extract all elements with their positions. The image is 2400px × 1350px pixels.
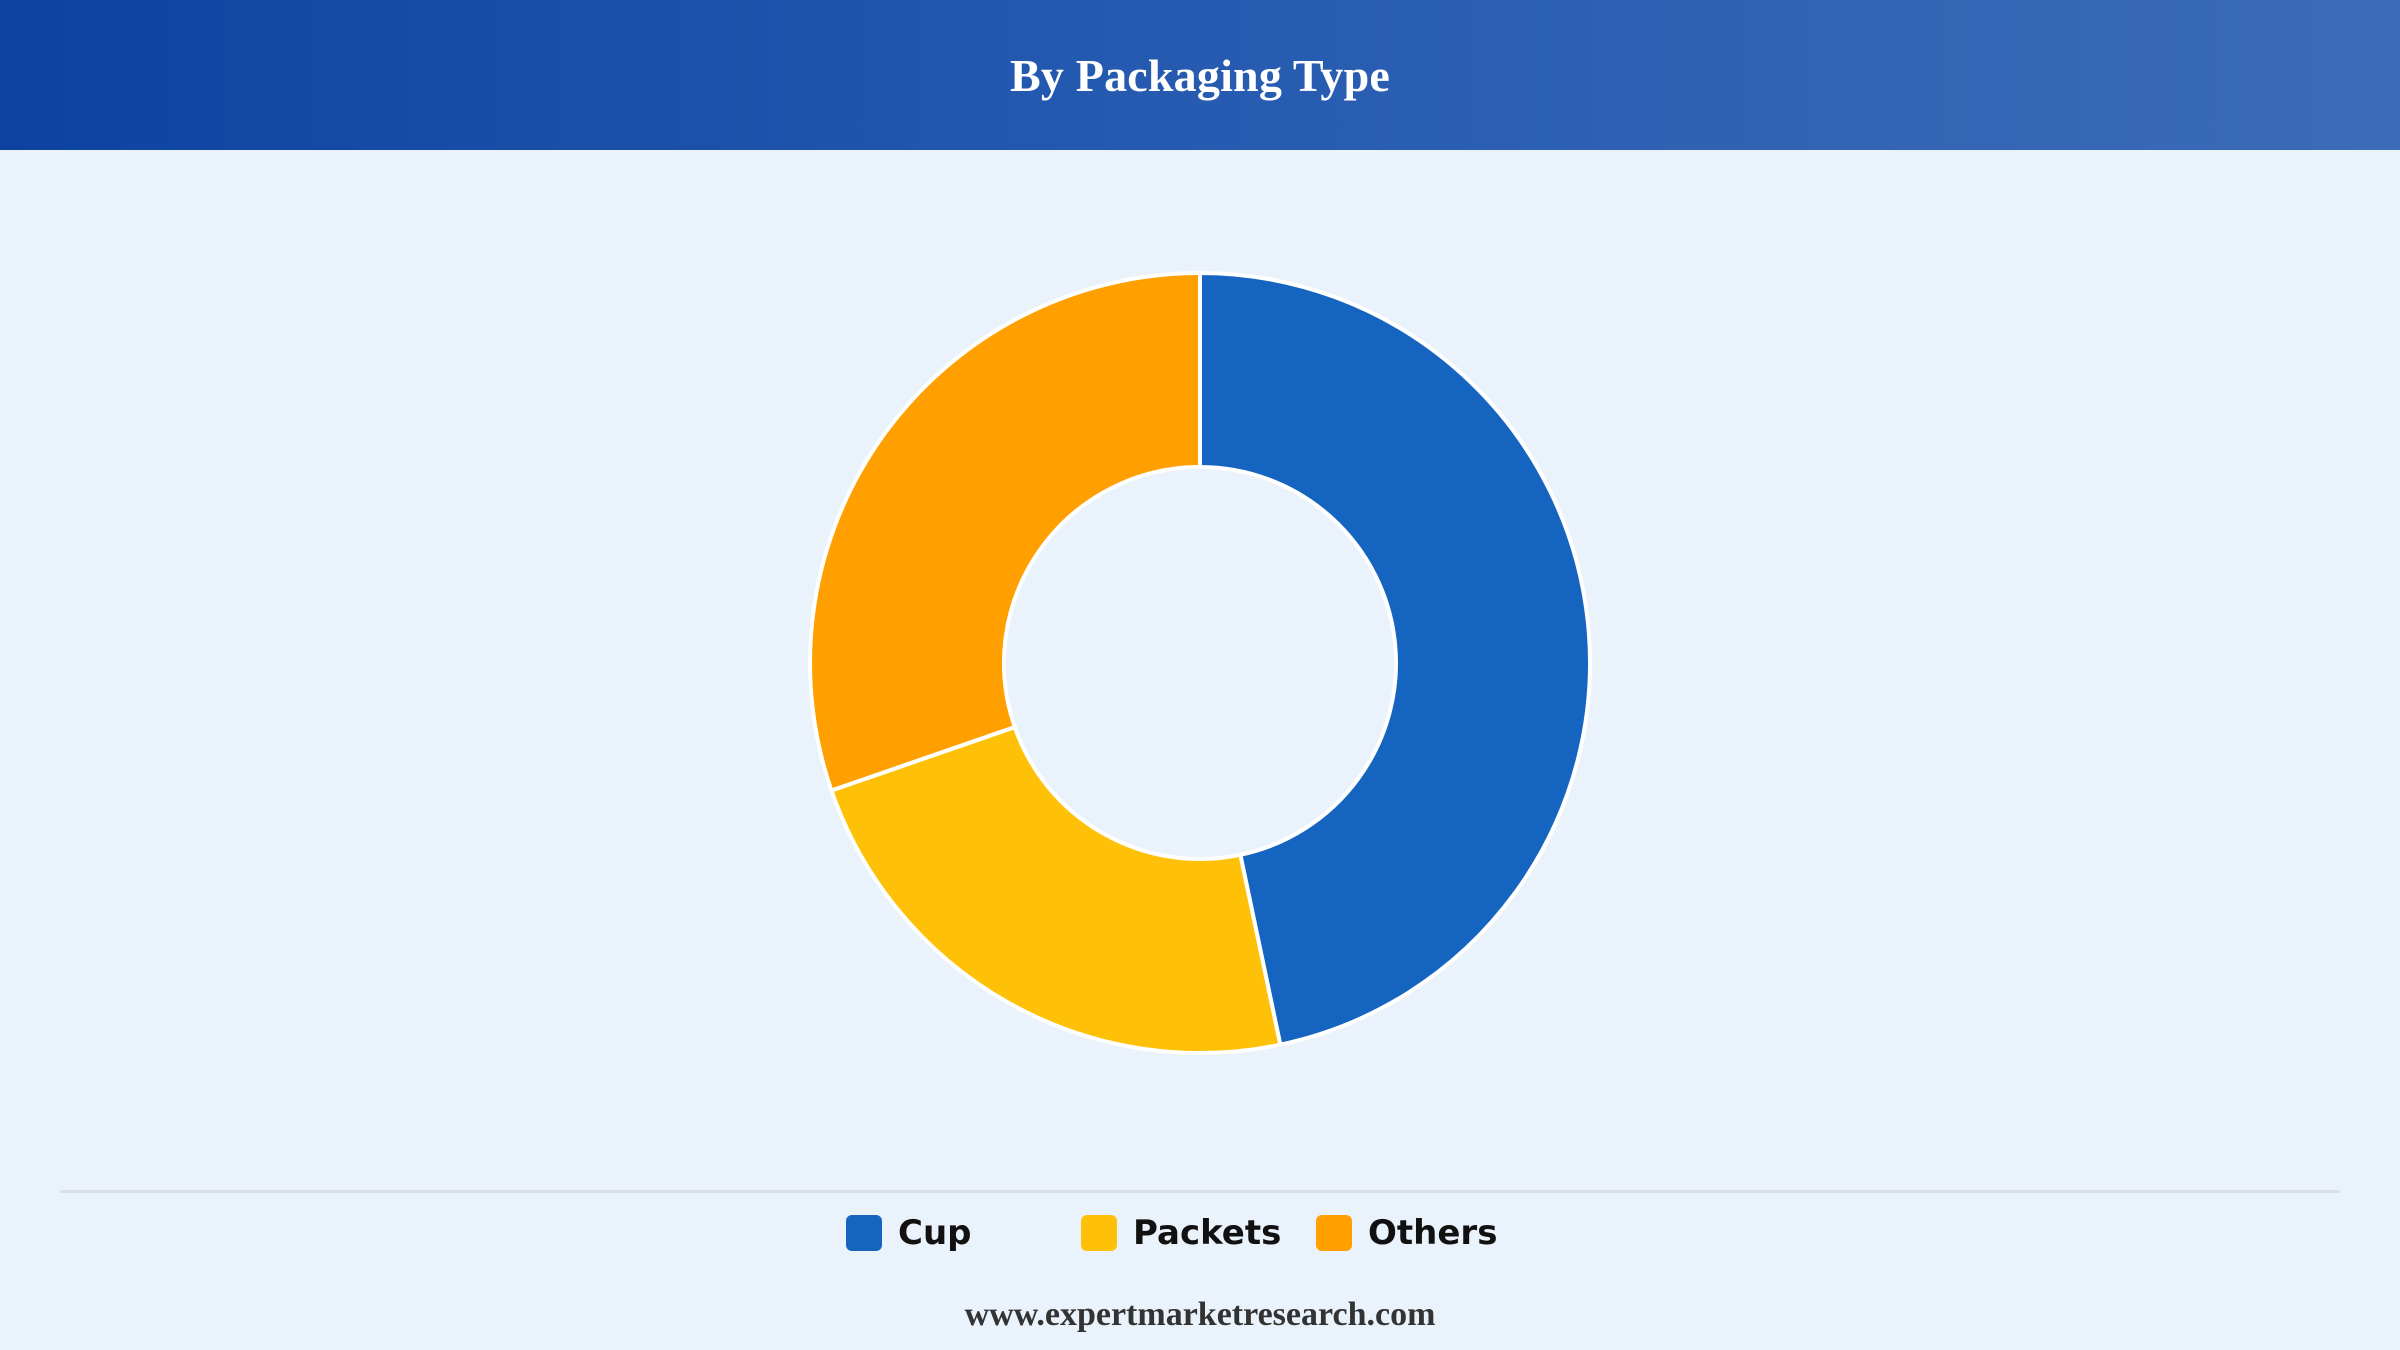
legend-swatch-cup (846, 1215, 882, 1251)
legend-label-others: Others (1368, 1213, 1498, 1253)
legend-item-others: Others (1316, 1208, 1497, 1258)
donut-slice-cup (1198, 271, 1592, 1047)
legend: Cup Packets Others (0, 1208, 2400, 1258)
source-website: www.expertmarketresearch.com (964, 1296, 1436, 1333)
legend-item-cup: Cup (846, 1208, 972, 1258)
legend-label-packets: Packets (1133, 1213, 1282, 1253)
donut-slice-others (808, 271, 1202, 793)
legend-divider (60, 1190, 2340, 1193)
donut-slice-packets (829, 725, 1283, 1056)
legend-item-packets: Packets (1081, 1208, 1281, 1258)
chart-title: By Packaging Type (1010, 49, 1390, 101)
legend-swatch-others (1316, 1215, 1352, 1251)
title-banner: By Packaging Type (0, 0, 2400, 150)
legend-label-cup: Cup (898, 1213, 972, 1253)
legend-swatch-packets (1081, 1215, 1117, 1251)
